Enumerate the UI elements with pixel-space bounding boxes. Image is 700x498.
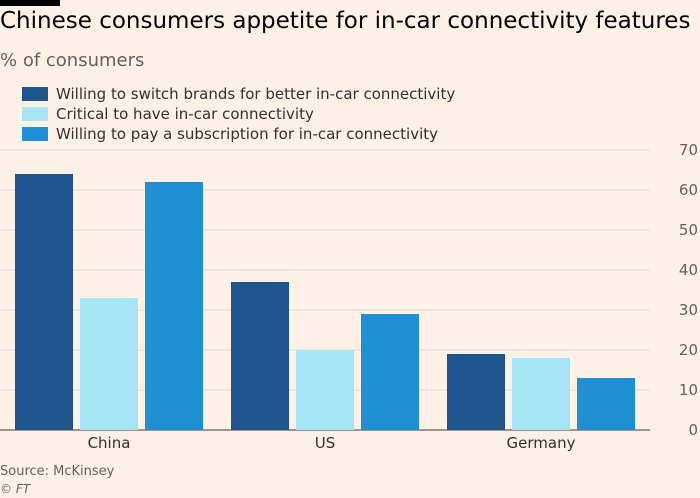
y-tick-label: 70 — [679, 141, 698, 159]
x-category-label: China — [88, 434, 131, 452]
chart-title: Chinese consumers appetite for in-car co… — [0, 8, 691, 34]
bar-us-series-1 — [231, 282, 289, 430]
y-tick-label: 0 — [688, 421, 698, 439]
y-tick-label: 40 — [679, 261, 698, 279]
credit-note: © FT — [0, 482, 31, 496]
bar-china-series-2 — [80, 298, 138, 430]
legend-item-subscription: Willing to pay a subscription for in-car… — [22, 124, 455, 144]
y-tick-label: 30 — [679, 301, 698, 319]
legend-swatch — [22, 107, 48, 121]
bar-us-series-3 — [361, 314, 419, 430]
bars — [15, 174, 635, 430]
brand-bar — [0, 0, 60, 6]
bar-china-series-3 — [145, 182, 203, 430]
y-tick-label: 50 — [679, 221, 698, 239]
y-tick-label: 20 — [679, 341, 698, 359]
legend-item-switch: Willing to switch brands for better in-c… — [22, 84, 455, 104]
x-category-label: US — [315, 434, 336, 452]
y-tick-label: 60 — [679, 181, 698, 199]
legend-swatch — [22, 127, 48, 141]
y-tick-label: 10 — [679, 381, 698, 399]
bar-germany-series-3 — [577, 378, 635, 430]
source-note: Source: McKinsey — [0, 464, 115, 479]
legend-label: Critical to have in-car connectivity — [56, 105, 314, 123]
x-category-label: Germany — [507, 434, 576, 452]
bar-germany-series-2 — [512, 358, 570, 430]
legend: Willing to switch brands for better in-c… — [22, 84, 455, 144]
legend-label: Willing to switch brands for better in-c… — [56, 85, 456, 103]
bar-us-series-2 — [296, 350, 354, 430]
legend-item-critical: Critical to have in-car connectivity — [22, 104, 455, 124]
chart-subtitle: % of consumers — [0, 50, 145, 71]
legend-swatch — [22, 87, 48, 101]
bar-china-series-1 — [15, 174, 73, 430]
axis-labels: 0 10 20 30 40 50 60 70 China US Germany — [88, 141, 698, 452]
legend-label: Willing to pay a subscription for in-car… — [56, 125, 438, 143]
bar-germany-series-1 — [447, 354, 505, 430]
